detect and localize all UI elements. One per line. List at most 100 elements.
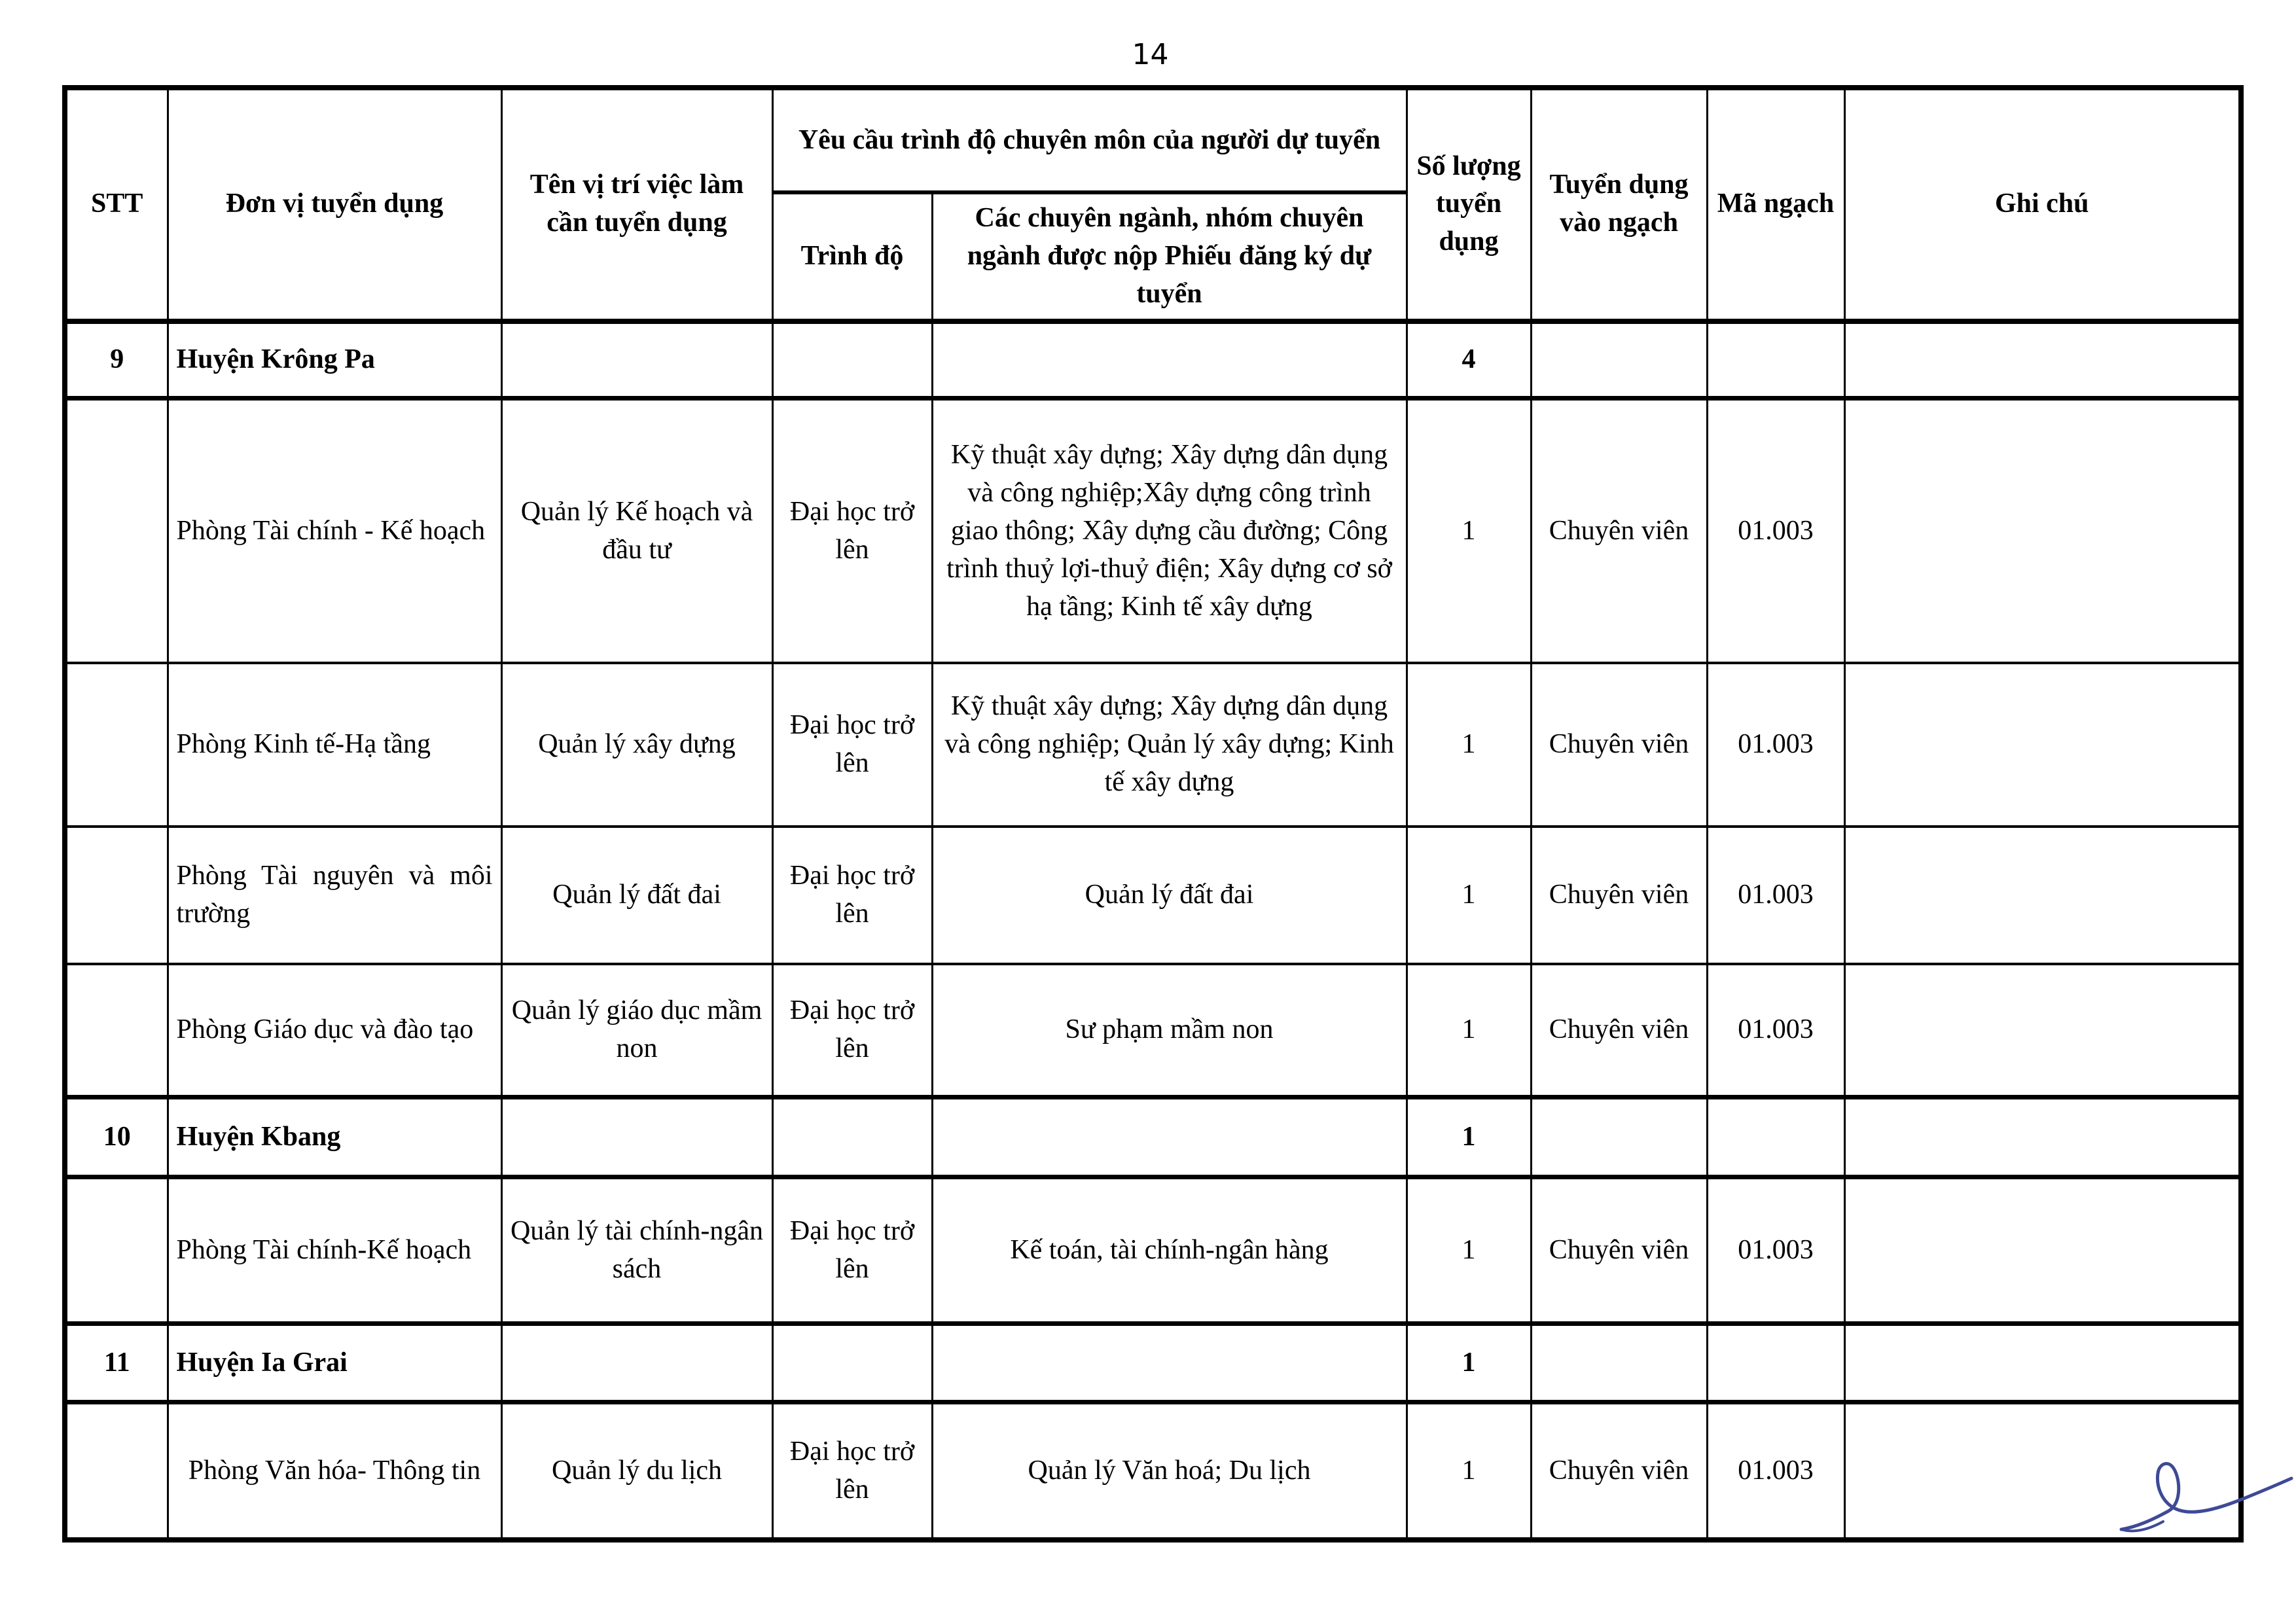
cell-ma-ngach: 01.003	[1706, 1400, 1846, 1541]
cell-ma-ngach	[1706, 318, 1846, 401]
cell-trinh-do: Đại học trở lên	[771, 397, 933, 664]
cell-chuyen-nganh: Quản lý đất đai	[931, 825, 1408, 965]
cell-vi-tri	[500, 1095, 774, 1180]
recruitment-table: STT Đơn vị tuyển dụng Tên vị trí việc là…	[62, 85, 2244, 1543]
cell-chuyen-nganh	[931, 1321, 1408, 1405]
cell-don-vi: Phòng Tài nguyên và môi trường	[166, 825, 503, 965]
cell-don-vi: Phòng Văn hóa- Thông tin	[166, 1400, 503, 1541]
cell-ghi-chu	[1843, 962, 2242, 1099]
header-yeu-cau: Yêu cầu trình độ chuyên môn của người dự…	[771, 86, 1408, 194]
cell-ghi-chu	[1843, 1095, 2242, 1180]
table-row: Phòng Kinh tế-Hạ tầng Quản lý xây dựng Đ…	[63, 661, 2242, 828]
table-row: Phòng Tài chính-Kế hoạch Quản lý tài chí…	[63, 1175, 2242, 1325]
cell-vi-tri	[500, 318, 774, 401]
header-ngach: Tuyển dụng vào ngạch	[1530, 86, 1708, 323]
cell-stt	[63, 397, 169, 664]
cell-don-vi: Huyện Krông Pa	[166, 318, 503, 401]
cell-trinh-do: Đại học trở lên	[771, 1175, 933, 1325]
table-row: Phòng Tài chính - Kế hoạch Quản lý Kế ho…	[63, 397, 2242, 664]
cell-so-luong: 1	[1405, 825, 1532, 965]
cell-vi-tri: Quản lý giáo dục mầm non	[500, 962, 774, 1099]
cell-so-luong: 1	[1405, 1095, 1532, 1180]
header-don-vi: Đơn vị tuyển dụng	[166, 86, 503, 323]
cell-trinh-do	[771, 318, 933, 401]
header-stt: STT	[63, 86, 169, 323]
cell-chuyen-nganh: Sư phạm mầm non	[931, 962, 1408, 1099]
cell-stt: 9	[63, 318, 169, 401]
cell-vi-tri	[500, 1321, 774, 1405]
cell-chuyen-nganh: Kỹ thuật xây dựng; Xây dựng dân dụng và …	[931, 397, 1408, 664]
cell-ngach: Chuyên viên	[1530, 962, 1708, 1099]
cell-vi-tri: Quản lý Kế hoạch và đầu tư	[500, 397, 774, 664]
cell-don-vi: Huyện Ia Grai	[166, 1321, 503, 1405]
cell-so-luong: 1	[1405, 397, 1532, 664]
cell-ghi-chu	[1843, 1400, 2242, 1541]
cell-ngach: Chuyên viên	[1530, 825, 1708, 965]
header-so-luong: Số lượng tuyển dụng	[1405, 86, 1532, 323]
page-number: 14	[1132, 38, 1169, 71]
cell-chuyen-nganh: Quản lý Văn hoá; Du lịch	[931, 1400, 1408, 1541]
cell-stt	[63, 825, 169, 965]
cell-ma-ngach: 01.003	[1706, 825, 1846, 965]
cell-trinh-do: Đại học trở lên	[771, 962, 933, 1099]
cell-so-luong: 4	[1405, 318, 1532, 401]
cell-trinh-do: Đại học trở lên	[771, 1400, 933, 1541]
table-header: STT Đơn vị tuyển dụng Tên vị trí việc là…	[63, 86, 2242, 323]
cell-chuyen-nganh: Kỹ thuật xây dựng; Xây dựng dân dụng và …	[931, 661, 1408, 828]
cell-chuyen-nganh	[931, 318, 1408, 401]
cell-vi-tri: Quản lý du lịch	[500, 1400, 774, 1541]
table-row-group: 11 Huyện Ia Grai 1	[63, 1321, 2242, 1405]
cell-ngach: Chuyên viên	[1530, 1175, 1708, 1325]
cell-ngach: Chuyên viên	[1530, 661, 1708, 828]
table-row: Phòng Giáo dục và đào tạo Quản lý giáo d…	[63, 962, 2242, 1099]
cell-stt	[63, 1175, 169, 1325]
cell-so-luong: 1	[1405, 962, 1532, 1099]
cell-don-vi: Phòng Tài chính-Kế hoạch	[166, 1175, 503, 1325]
cell-so-luong: 1	[1405, 1175, 1532, 1325]
cell-so-luong: 1	[1405, 1400, 1532, 1541]
cell-don-vi: Phòng Kinh tế-Hạ tầng	[166, 661, 503, 828]
cell-ngach	[1530, 318, 1708, 401]
header-ma-ngach: Mã ngạch	[1706, 86, 1846, 323]
cell-vi-tri: Quản lý đất đai	[500, 825, 774, 965]
header-ghi-chu: Ghi chú	[1843, 86, 2242, 323]
cell-ghi-chu	[1843, 825, 2242, 965]
cell-ma-ngach	[1706, 1095, 1846, 1180]
cell-ma-ngach: 01.003	[1706, 1175, 1846, 1325]
cell-ghi-chu	[1843, 661, 2242, 828]
cell-trinh-do	[771, 1321, 933, 1405]
cell-trinh-do: Đại học trở lên	[771, 661, 933, 828]
cell-ngach	[1530, 1321, 1708, 1405]
cell-stt: 10	[63, 1095, 169, 1180]
header-chuyen-nganh: Các chuyên ngành, nhóm chuyên ngành được…	[931, 191, 1408, 323]
cell-don-vi: Phòng Giáo dục và đào tạo	[166, 962, 503, 1099]
cell-ngach: Chuyên viên	[1530, 397, 1708, 664]
cell-chuyen-nganh: Kế toán, tài chính-ngân hàng	[931, 1175, 1408, 1325]
cell-ghi-chu	[1843, 318, 2242, 401]
cell-ghi-chu	[1843, 1321, 2242, 1405]
cell-trinh-do: Đại học trở lên	[771, 825, 933, 965]
cell-don-vi: Huyện Kbang	[166, 1095, 503, 1180]
cell-ma-ngach: 01.003	[1706, 661, 1846, 828]
cell-stt	[63, 962, 169, 1099]
cell-ma-ngach	[1706, 1321, 1846, 1405]
table-row-group: 9 Huyện Krông Pa 4	[63, 318, 2242, 401]
cell-ngach: Chuyên viên	[1530, 1400, 1708, 1541]
cell-so-luong: 1	[1405, 661, 1532, 828]
cell-ghi-chu	[1843, 397, 2242, 664]
cell-so-luong: 1	[1405, 1321, 1532, 1405]
cell-vi-tri: Quản lý tài chính-ngân sách	[500, 1175, 774, 1325]
table-row: Phòng Tài nguyên và môi trường Quản lý đ…	[63, 825, 2242, 965]
cell-chuyen-nganh	[931, 1095, 1408, 1180]
cell-ma-ngach: 01.003	[1706, 397, 1846, 664]
cell-ghi-chu	[1843, 1175, 2242, 1325]
cell-don-vi: Phòng Tài chính - Kế hoạch	[166, 397, 503, 664]
cell-stt	[63, 1400, 169, 1541]
cell-ngach	[1530, 1095, 1708, 1180]
cell-trinh-do	[771, 1095, 933, 1180]
header-vi-tri: Tên vị trí việc làm cần tuyển dụng	[500, 86, 774, 323]
cell-vi-tri: Quản lý xây dựng	[500, 661, 774, 828]
cell-ma-ngach: 01.003	[1706, 962, 1846, 1099]
table-row: Phòng Văn hóa- Thông tin Quản lý du lịch…	[63, 1400, 2242, 1541]
